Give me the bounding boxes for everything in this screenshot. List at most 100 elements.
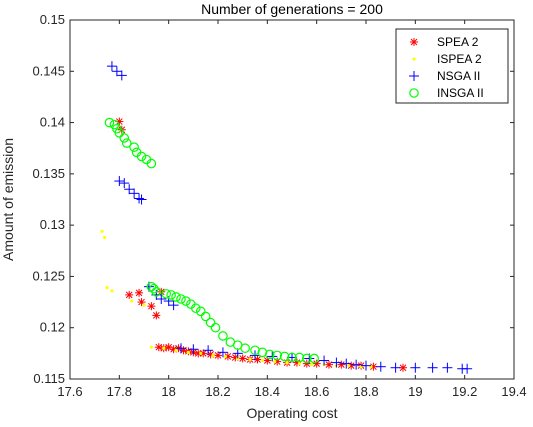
- point-insga-ii: [279, 351, 290, 362]
- point-insga-ii: [294, 352, 305, 363]
- point-nsga-ii: [116, 70, 127, 81]
- y-tick-label: 0.135: [32, 166, 65, 181]
- point-nsga-ii: [410, 362, 421, 373]
- point-ispea-2: [297, 362, 301, 366]
- point-nsga-ii: [176, 343, 186, 354]
- point-ispea-2: [102, 235, 107, 240]
- point-ispea-2: [100, 229, 104, 233]
- point-nsga-ii: [341, 358, 352, 369]
- x-tick-label: 17.8: [107, 384, 132, 399]
- point-ispea-2: [105, 286, 109, 290]
- x-tick-label: 18.8: [353, 384, 378, 399]
- point-nsga-ii: [168, 300, 179, 311]
- point-insga-ii: [218, 331, 228, 341]
- y-tick-label: 0.15: [40, 12, 65, 27]
- y-tick-label: 0.14: [40, 115, 65, 130]
- point-insga-ii: [151, 287, 162, 297]
- point-nsga-ii: [250, 350, 260, 361]
- point-insga-ii: [146, 158, 157, 169]
- point-ispea-2: [310, 363, 314, 367]
- point-spea-2: [337, 360, 346, 369]
- point-insga-ii: [119, 133, 130, 143]
- point-nsga-ii: [319, 355, 330, 366]
- point-insga-ii: [301, 353, 312, 364]
- point-ispea-2: [130, 299, 134, 303]
- point-spea-2: [312, 359, 321, 368]
- point-ispea-2: [186, 350, 190, 354]
- y-tick-label: 0.13: [40, 217, 65, 232]
- point-insga-ii: [166, 290, 176, 300]
- point-nsga-ii: [188, 344, 199, 355]
- y-tick-label: 0.125: [32, 268, 65, 283]
- point-nsga-ii: [111, 66, 122, 77]
- point-ispea-2: [174, 348, 178, 352]
- point-insga-ii: [200, 311, 211, 322]
- point-nsga-ii: [124, 184, 135, 195]
- legend-label-nsga-ii: NSGA II: [437, 69, 480, 83]
- point-insga-ii: [146, 281, 157, 292]
- point-insga-ii: [136, 151, 147, 162]
- point-ispea-2: [223, 354, 227, 359]
- point-ispea-2: [162, 346, 166, 350]
- point-nsga-ii: [361, 360, 371, 371]
- point-nsga-ii: [442, 362, 453, 373]
- point-ispea-2: [347, 364, 351, 368]
- point-ispea-2: [149, 345, 153, 349]
- legend-label-ispea-2: ISPEA 2: [437, 52, 482, 66]
- point-nsga-ii: [375, 361, 386, 372]
- point-ispea-2: [285, 360, 289, 365]
- point-nsga-ii: [331, 357, 342, 368]
- point-nsga-ii: [114, 176, 125, 187]
- point-ispea-2: [236, 356, 240, 361]
- point-nsga-ii: [390, 362, 401, 373]
- point-nsga-ii: [134, 193, 145, 204]
- point-nsga-ii: [267, 351, 278, 362]
- legend: SPEA 2 ISPEA 2 NSGA II INSGA II: [395, 28, 509, 104]
- point-insga-ii: [171, 292, 181, 302]
- point-ispea-2: [199, 351, 203, 355]
- point-insga-ii: [210, 322, 221, 333]
- point-insga-ii: [287, 352, 297, 363]
- x-axis: 17.6 17.8 18 18.2 18.4 18.6 18.8 19 19.2 19.4: [57, 20, 527, 399]
- chart-title: Number of generations = 200: [201, 1, 383, 17]
- point-ispea-2: [110, 289, 114, 293]
- point-insga-ii: [195, 306, 206, 317]
- point-ispea-2: [142, 303, 146, 307]
- legend-label-spea-2: SPEA 2: [437, 35, 479, 49]
- point-insga-ii: [114, 128, 125, 138]
- point-nsga-ii: [462, 363, 473, 374]
- point-spea-2: [152, 311, 161, 320]
- point-nsga-ii: [351, 359, 362, 370]
- y-tick-label: 0.115: [33, 371, 65, 386]
- x-tick-label: 18.4: [255, 384, 280, 399]
- point-nsga-ii: [217, 347, 228, 358]
- point-insga-ii: [264, 349, 275, 360]
- point-nsga-ii: [106, 61, 117, 72]
- point-spea-2: [125, 290, 134, 299]
- point-insga-ii: [272, 350, 282, 361]
- x-tick-label: 18.2: [205, 384, 230, 399]
- y-axis: 0.115 0.12 0.125 0.13 0.135 0.14 0.145 0.15: [32, 12, 514, 386]
- point-insga-ii: [181, 296, 191, 306]
- point-ispea-2: [248, 357, 252, 362]
- point-insga-ii: [309, 353, 319, 364]
- point-insga-ii: [240, 343, 250, 354]
- point-spea-2: [238, 354, 247, 363]
- x-tick-label: 19.4: [501, 384, 526, 399]
- x-tick-label: 18: [161, 384, 175, 399]
- point-insga-ii: [121, 138, 132, 148]
- x-tick-label: 17.6: [57, 384, 82, 399]
- point-nsga-ii: [203, 345, 214, 356]
- legend-marker-nsga-ii: [409, 71, 419, 81]
- y-axis-label: Amount of emission: [0, 138, 16, 261]
- point-nsga-ii: [156, 293, 167, 304]
- point-nsga-ii: [129, 188, 140, 199]
- x-tick-label: 18.6: [304, 384, 329, 399]
- point-ispea-2: [260, 358, 264, 363]
- point-nsga-ii: [136, 194, 147, 205]
- point-spea-2: [214, 351, 222, 360]
- legend-marker-ispea-2: [412, 57, 416, 61]
- x-tick-label: 19: [408, 384, 422, 399]
